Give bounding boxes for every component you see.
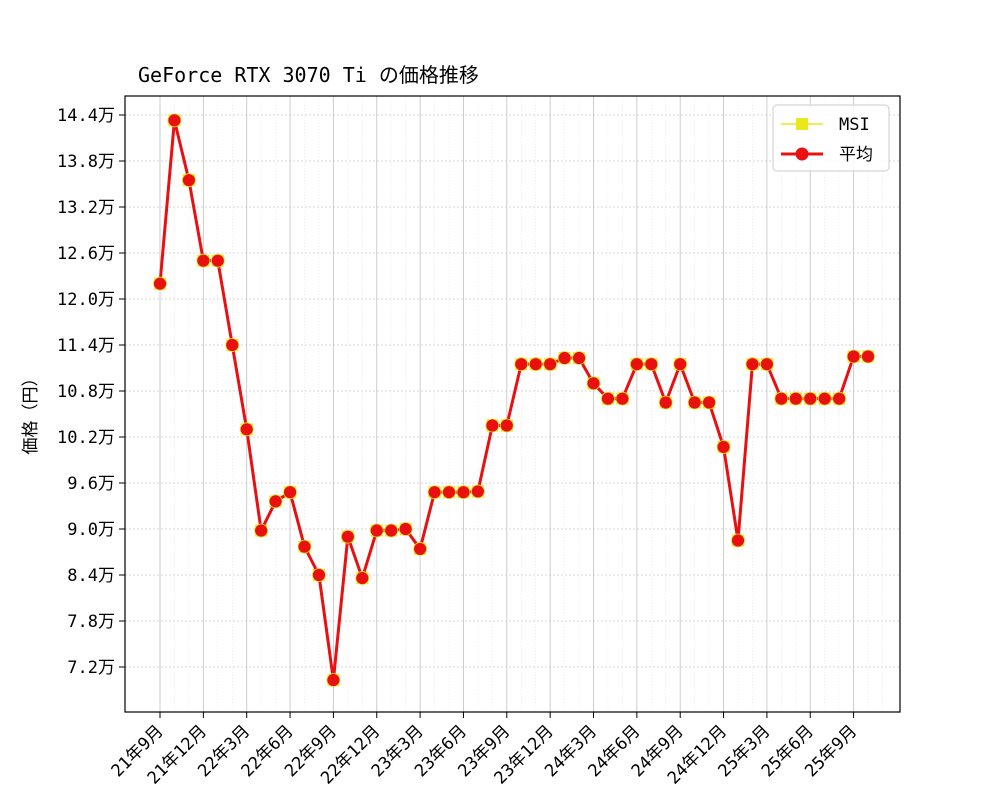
series-average-point [442,485,456,500]
series-average-point [196,253,211,268]
series-average-point [615,391,630,406]
series-average-point [485,418,500,433]
y-tick-label: 7.2万 [67,658,115,678]
series-average-point [239,422,254,437]
series-average-point [355,571,370,585]
series-average-point [470,484,485,499]
y-tick-label: 7.8万 [67,612,115,632]
series-average-point [760,357,774,372]
series-average-point [514,357,529,372]
y-tick-label: 10.2万 [57,428,115,448]
y-axis-label: 価格（円） [21,370,41,455]
series-average-point [687,395,702,410]
legend-avg-label: 平均 [839,145,873,165]
y-tick-label: 13.2万 [57,198,115,218]
series-average-point [716,440,731,454]
series-average-point [572,351,586,365]
y-tick-label: 11.4万 [57,336,115,356]
series-average-point [861,349,875,364]
series-average-point [629,357,644,372]
y-tick-label: 12.6万 [57,244,115,264]
legend-avg-marker [795,147,809,161]
y-tick-label: 14.4万 [57,106,115,126]
series-average-point [774,391,789,406]
series-average-point [312,568,326,582]
legend-msi-label: MSI [839,115,870,135]
series-average-point [788,391,803,406]
series-average-point [384,523,399,538]
series-average-point [326,673,341,687]
plot-frame [124,95,901,713]
series-average-point [254,523,269,538]
series-average-point [210,253,225,268]
y-tick-label: 12.0万 [57,290,115,310]
y-tick-label: 10.8万 [57,382,115,402]
series-average-point [817,391,832,406]
series-average-point [340,529,355,544]
series-average-point [644,357,659,372]
series-average-point [543,357,558,372]
series-layer [153,113,875,687]
legend: MSI 平均 [772,104,890,172]
series-average-point [283,485,297,500]
y-tick-label: 13.8万 [57,152,115,172]
y-tick-label: 9.6万 [67,474,115,494]
chart-title: GeForce RTX 3070 Ti の価格推移 [138,63,479,87]
series-average-point [297,539,312,554]
series-average-point [586,376,601,391]
grid-lines [125,96,900,712]
series-average-point [528,357,543,372]
x-axis-ticks: 21年9月21年12月22年3月22年6月22年9月22年12月23年3月23年… [108,712,861,789]
series-average-point [702,395,716,410]
y-tick-label: 8.4万 [67,566,115,586]
series-average-point [369,523,384,538]
series-average-line [158,118,869,682]
series-average-point [181,173,196,188]
series-average-point [658,395,673,410]
series-average-point [601,391,615,406]
series-average-point [427,485,442,500]
series-average-point [398,522,413,536]
series-average-point [673,357,688,372]
series-average-point [413,542,428,556]
series-average-point [499,418,514,433]
series-average-point [846,349,861,364]
series-average-point [153,276,167,291]
series-average-point [803,391,818,406]
y-tick-label: 9.0万 [67,520,115,540]
series-average-point [167,113,182,128]
series-average-point [731,533,745,548]
y-axis-ticks: 7.2万 7.8万 8.4万 9.0万 9.6万 10.2万 10.8万 11.4万 12.0万… [57,106,125,678]
series-average-point [557,351,572,365]
series-average-point [456,485,471,500]
series-average-point [832,391,847,406]
series-average-point [268,494,283,509]
series-average-point [745,357,760,372]
legend-msi-marker [796,118,808,130]
series-average-point [225,338,240,352]
